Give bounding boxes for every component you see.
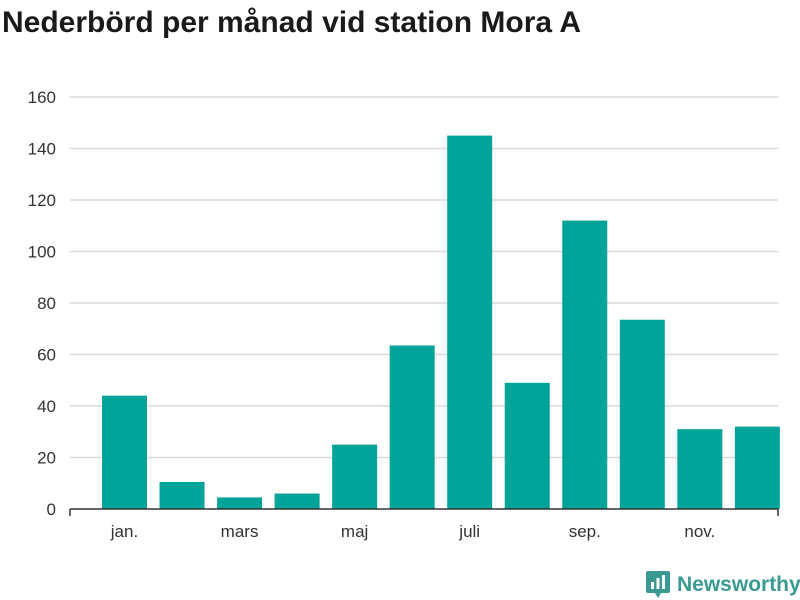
bar-juni <box>389 345 435 509</box>
bar-dec. <box>734 426 780 509</box>
y-tick-label: 40 <box>37 397 56 416</box>
y-tick-label: 160 <box>28 88 56 107</box>
x-tick-label: mars <box>221 522 259 541</box>
x-tick-label: maj <box>341 522 368 541</box>
bar-sep. <box>562 220 608 509</box>
bar-juli <box>447 135 493 509</box>
y-tick-label: 140 <box>28 140 56 159</box>
x-tick-label: sep. <box>569 522 601 541</box>
x-tick-label: jan. <box>110 522 138 541</box>
y-tick-label: 120 <box>28 191 56 210</box>
brand-name: Newsworthy <box>677 573 800 596</box>
x-tick-label: nov. <box>684 522 715 541</box>
y-tick-label: 80 <box>37 294 56 313</box>
y-tick-label: 100 <box>28 243 56 262</box>
bar-maj <box>332 444 378 509</box>
x-axis <box>69 508 779 516</box>
bar-aug. <box>504 382 550 509</box>
newsworthy-chart-icon <box>646 571 670 598</box>
y-tick-label: 60 <box>37 346 56 365</box>
bars <box>102 135 780 509</box>
bar-mars <box>217 497 263 509</box>
newsworthy-logo: Newsworthy <box>645 570 800 600</box>
y-axis-tick-labels: 0 20 40 60 80 100 120 140 160 <box>28 88 56 519</box>
x-tick-label: juli <box>458 522 480 541</box>
x-axis-tick-labels: jan. mars maj juli sep. nov. <box>110 522 715 541</box>
chart-title: Nederbörd per månad vid station Mora A <box>2 6 581 39</box>
y-tick-label: 0 <box>47 500 56 519</box>
bar-feb. <box>159 481 205 509</box>
bar-jan. <box>102 395 147 509</box>
bar-okt. <box>619 319 665 509</box>
bar-apr. <box>274 493 320 509</box>
bar-nov. <box>677 429 723 509</box>
y-tick-label: 20 <box>37 449 56 468</box>
